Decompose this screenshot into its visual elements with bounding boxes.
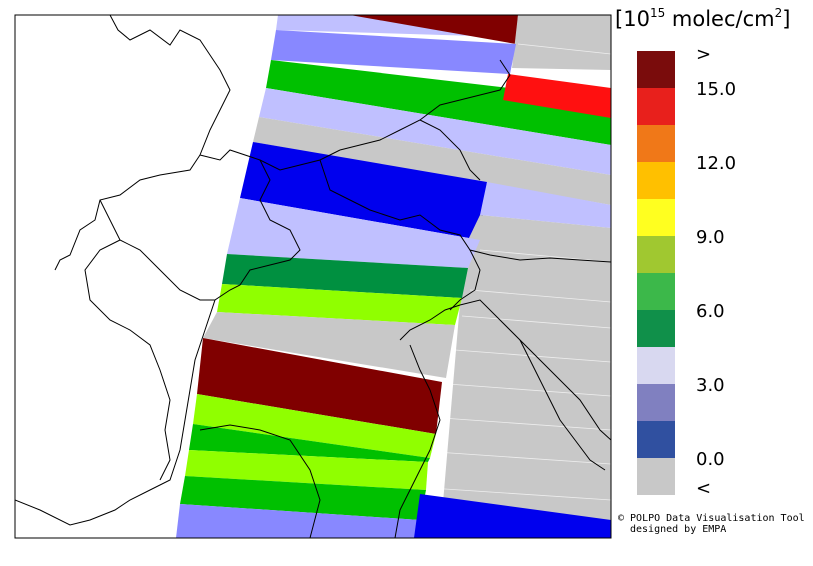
swath-bands bbox=[176, 15, 611, 538]
swath-band bbox=[503, 74, 611, 118]
swath-band bbox=[217, 284, 462, 325]
legend-title: [1015 molec/cm2] bbox=[615, 6, 791, 31]
swath-band bbox=[266, 60, 611, 145]
scan-lines bbox=[429, 43, 611, 501]
legend-swatch bbox=[637, 162, 675, 199]
swath-band bbox=[414, 494, 611, 538]
swath-band bbox=[222, 254, 468, 298]
country-borders bbox=[15, 15, 611, 538]
swath-band bbox=[176, 504, 420, 538]
legend-swatch bbox=[637, 273, 675, 310]
swath-band bbox=[193, 394, 436, 458]
legend-swatch bbox=[637, 51, 675, 88]
legend-swatch bbox=[637, 458, 675, 495]
swath-band bbox=[259, 88, 611, 175]
legend-swatch bbox=[637, 88, 675, 125]
legend-swatch bbox=[637, 384, 675, 421]
swath-band bbox=[271, 30, 516, 74]
legend-tick-label: < bbox=[696, 478, 712, 499]
map-frame bbox=[14, 14, 612, 539]
legend-swatch bbox=[637, 125, 675, 162]
swath-band bbox=[253, 117, 611, 205]
legend-swatch bbox=[637, 236, 675, 273]
credit-line: designed by EMPA bbox=[630, 524, 727, 535]
legend-tick-label: 3.0 bbox=[696, 375, 725, 396]
swath-band bbox=[185, 450, 428, 490]
legend-tick-label: 9.0 bbox=[696, 227, 725, 248]
swath-band bbox=[189, 424, 430, 462]
legend-tick-label: 6.0 bbox=[696, 301, 725, 322]
swath-band bbox=[227, 198, 480, 268]
swath-band bbox=[197, 338, 442, 434]
legend-tick-label: > bbox=[696, 44, 712, 65]
legend-swatch bbox=[637, 421, 675, 458]
swath-band bbox=[512, 15, 611, 70]
swath-band bbox=[240, 142, 487, 240]
legend-swatch bbox=[637, 310, 675, 347]
swath-band bbox=[440, 215, 611, 538]
legend-swatch bbox=[637, 347, 675, 384]
legend-swatch bbox=[637, 199, 675, 236]
legend-tick-label: 0.0 bbox=[696, 449, 725, 470]
legend-colorbar bbox=[637, 51, 675, 495]
credit-line: © POLPO Data Visualisation Tool bbox=[618, 513, 805, 524]
swath-band bbox=[203, 312, 455, 378]
legend-tick-label: 12.0 bbox=[696, 153, 737, 174]
swath-band bbox=[480, 182, 611, 228]
legend-tick-label: 15.0 bbox=[696, 79, 737, 100]
swath-band bbox=[350, 15, 518, 44]
swath-band bbox=[180, 476, 426, 520]
